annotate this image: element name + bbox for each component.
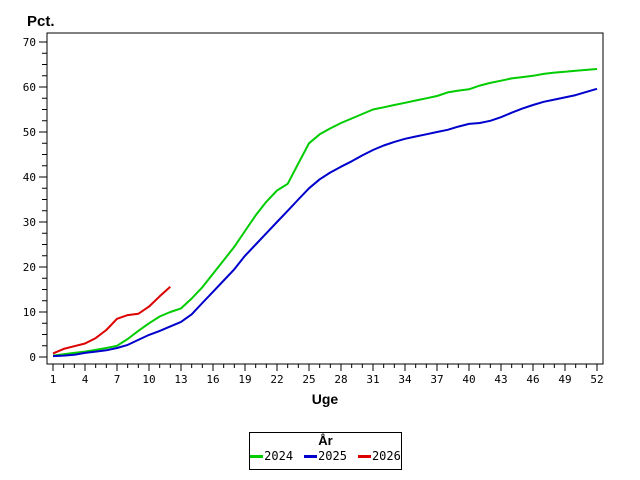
y-axis-title: Pct. [27,13,55,30]
legend-item-2026: 2026 [357,449,401,463]
series-line-2026 [52,286,171,355]
x-tick-label: 49 [558,373,571,386]
plot-frame [46,32,604,365]
legend-label: 2025 [318,449,347,463]
legend-item-2024: 2024 [250,449,293,463]
x-tick-label: 37 [430,373,443,386]
x-tick-label: 52 [590,373,603,386]
y-tick-label: 10 [23,306,36,319]
x-tick-label: 7 [114,373,121,386]
legend-items: 2024 2025 2026 [250,449,401,463]
x-tick-label: 22 [270,373,283,386]
x-tick-label: 31 [366,373,379,386]
legend-label: 2026 [371,449,401,463]
x-tick-label: 1 [50,373,57,386]
y-tick-label: 60 [23,81,36,94]
x-tick-label: 13 [174,373,187,386]
plot-area: 0 10 20 30 40 50 60 70 1 4 7 10 13 16 19 22 25 28 31 34 37 40… [23,32,604,386]
legend-label: 2024 [264,449,294,463]
x-tick-label: 19 [238,373,251,386]
x-tick-label: 4 [82,373,89,386]
legend-swatch-2025 [304,454,318,458]
series-line-2025 [52,87,598,358]
y-tick-label: 30 [23,216,36,229]
y-tick-label: 70 [23,36,36,49]
y-tick-label: 20 [23,261,36,274]
x-tick-label: 25 [302,373,315,386]
x-tick-label: 16 [206,373,219,386]
y-tick-label: 50 [23,126,36,139]
legend: År 2024 2025 2026 [249,432,402,470]
x-tick-label: 34 [398,373,412,386]
legend-swatch-2026 [357,454,371,458]
x-tick-label: 10 [142,373,155,386]
x-axis-title: Uge [311,391,339,407]
legend-swatch-2024 [250,454,264,458]
x-tick-label: 40 [462,373,475,386]
x-tick-label: 46 [526,373,539,386]
x-tick-label: 28 [334,373,347,386]
legend-title: År [318,433,333,448]
x-tick-label: 43 [494,373,507,386]
series-line-2024 [52,68,598,357]
y-tick-label: 0 [29,351,36,364]
legend-item-2025: 2025 [304,449,347,463]
y-tick-label: 40 [23,171,36,184]
